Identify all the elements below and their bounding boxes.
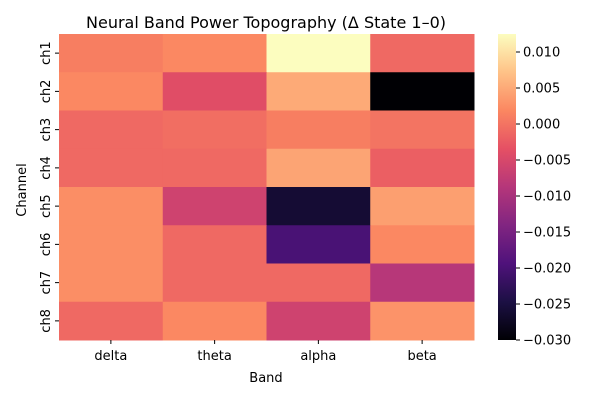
heatmap-cell-ch3-beta	[370, 110, 475, 150]
heatmap-cell-ch3-alpha	[266, 110, 371, 150]
heatmap-cell-ch5-alpha	[266, 187, 371, 226]
heatmap-cell-ch1-delta	[59, 34, 164, 73]
heatmap-cell-ch6-theta	[162, 225, 267, 264]
heatmap-cell-ch2-alpha	[266, 72, 371, 111]
x-axis-label: Band	[249, 371, 282, 386]
x-tick-label: beta	[407, 349, 436, 364]
colorbar-tick-label: 0.005	[523, 82, 560, 97]
heatmap-cell-ch6-delta	[59, 225, 164, 264]
heatmap-cell-ch5-delta	[59, 187, 164, 226]
heatmap-cell-ch5-beta	[370, 187, 475, 226]
heatmap-cell-ch3-theta	[162, 110, 267, 150]
colorbar-tick-label: 0.000	[523, 118, 560, 133]
heatmap-cell-ch8-alpha	[266, 301, 371, 341]
heatmap-cell-ch7-alpha	[266, 263, 371, 303]
heatmap-cell-ch2-theta	[162, 72, 267, 111]
heatmap-cell-ch6-beta	[370, 225, 475, 264]
heatmap-cell-ch4-delta	[59, 148, 164, 188]
heatmap-cell-ch1-theta	[162, 34, 267, 73]
x-axis-ticks: delta theta alpha beta	[94, 340, 437, 364]
colorbar-tick-label: −0.030	[523, 334, 571, 349]
heatmap-cell-ch4-theta	[162, 148, 267, 188]
heatmap-cell-ch7-theta	[162, 263, 267, 303]
chart-title: Neural Band Power Topography (Δ State 1–…	[86, 13, 446, 32]
y-tick-label: ch7	[39, 271, 54, 295]
heatmap-cell-ch2-beta	[370, 72, 475, 111]
heatmap-cell-ch4-beta	[370, 148, 475, 188]
heatmap-cell-ch8-delta	[59, 301, 164, 341]
colorbar-tick-label: −0.025	[523, 298, 571, 313]
colorbar-ticks: −0.030 −0.025 −0.020 −0.015 −0.010 −0.005 0.00…	[516, 46, 571, 349]
y-tick-label: ch2	[39, 80, 54, 104]
y-tick-label: ch6	[39, 233, 54, 257]
heatmap-cell-ch8-beta	[370, 301, 475, 341]
heatmap-cell-ch1-alpha	[266, 34, 371, 73]
heatmap-cell-ch5-theta	[162, 187, 267, 226]
heatmap-cell-ch7-beta	[370, 263, 475, 303]
x-tick-label: delta	[94, 349, 127, 364]
y-tick-label: ch5	[39, 194, 54, 218]
x-tick-label: alpha	[300, 349, 336, 364]
colorbar-tick-label: −0.015	[523, 226, 571, 241]
y-tick-label: ch1	[39, 41, 54, 65]
colorbar-tick-label: −0.005	[523, 154, 571, 169]
colorbar-tick-label: −0.010	[523, 190, 571, 205]
heatmap-cell-ch4-alpha	[266, 148, 371, 188]
heatmap-cells	[59, 34, 475, 341]
y-tick-label: ch8	[39, 309, 54, 333]
x-tick-label: theta	[197, 349, 231, 364]
heatmap-cell-ch3-delta	[59, 110, 164, 150]
y-tick-label: ch3	[39, 118, 54, 142]
heatmap-cell-ch2-delta	[59, 72, 164, 111]
y-tick-label: ch4	[39, 156, 54, 180]
colorbar-tick-label: −0.020	[523, 262, 571, 277]
y-axis-ticks: ch1 ch2 ch3 ch4 ch5 ch6 ch7 ch8	[39, 41, 59, 333]
colorbar	[498, 34, 516, 340]
y-axis-label: Channel	[15, 163, 30, 216]
heatmap-cell-ch7-delta	[59, 263, 164, 303]
heatmap-cell-ch6-alpha	[266, 225, 371, 264]
heatmap-cell-ch1-beta	[370, 34, 475, 73]
heatmap-cell-ch8-theta	[162, 301, 267, 341]
colorbar-tick-label: 0.010	[523, 46, 560, 61]
